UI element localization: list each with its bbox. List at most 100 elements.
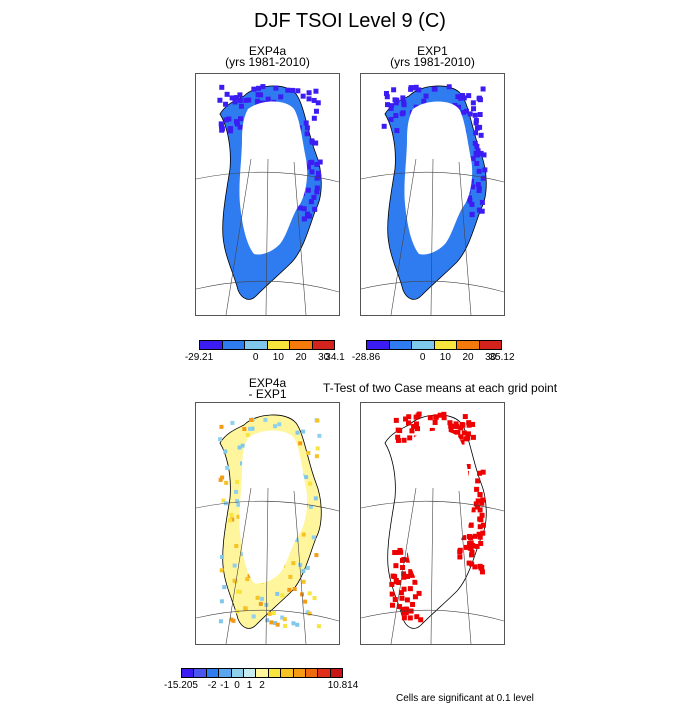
grid-cell (454, 423, 460, 429)
grid-cell (225, 465, 230, 470)
grid-cell (416, 87, 422, 93)
colorbar-label: 0 (252, 352, 259, 363)
grid-cell (392, 550, 398, 556)
grid-cell (401, 571, 407, 577)
grid-cell (245, 577, 250, 582)
colorbar-label: 1 (246, 680, 253, 691)
panel1-title-line1: EXP4a (248, 44, 287, 58)
grid-cell (393, 100, 399, 106)
grid-cell (303, 599, 308, 604)
grid-cell (475, 182, 481, 188)
grid-cell (307, 481, 312, 486)
grid-cell (390, 602, 396, 608)
map-panel-difference (195, 402, 340, 645)
colorbar-swatch (256, 669, 269, 677)
grid-cell (305, 565, 310, 570)
grid-cell (243, 606, 248, 611)
grid-cell (218, 619, 223, 624)
grid-cell (314, 161, 320, 167)
grid-cell (259, 596, 264, 601)
grid-cell (470, 184, 476, 190)
colorbar-swatch (457, 341, 480, 349)
grid-cell (242, 427, 247, 432)
grid-cell (314, 185, 320, 191)
grid-cell (473, 130, 479, 136)
grid-cell (298, 441, 303, 446)
grid-cell (397, 547, 403, 553)
colorbar-label: 0 (234, 680, 240, 691)
panel2-title-line2: (yrs 1981-2010) (390, 55, 475, 69)
grid-cell (311, 535, 316, 540)
grid-cell (467, 198, 473, 204)
grid-cell (470, 421, 476, 427)
grid-cell (240, 443, 245, 448)
graticule-line (361, 609, 504, 622)
grid-cell (309, 139, 315, 145)
grid-cell (389, 581, 395, 587)
grid-cell (258, 92, 264, 98)
colorbar-exp4a-labels: -29.21 0 10 20 30 34.1 (185, 352, 345, 364)
grid-cell (411, 423, 417, 429)
colorbar-swatch (412, 341, 435, 349)
grid-cell (306, 90, 312, 96)
grid-cell (463, 544, 469, 550)
grid-cell (282, 617, 287, 622)
panel3-title: EXP4a - EXP1 (195, 377, 340, 400)
grid-cell (447, 420, 453, 426)
grid-cell (295, 88, 301, 94)
colorbar-label: -2 (207, 680, 217, 691)
grid-cell (228, 518, 233, 523)
grid-cell (247, 574, 252, 579)
grid-cell (383, 90, 389, 96)
grid-cell (414, 614, 420, 620)
grid-cell (304, 125, 310, 131)
grid-cell (401, 606, 407, 612)
grid-cell (315, 446, 320, 451)
grid-cell (407, 586, 413, 592)
grid-cell (220, 475, 225, 480)
grid-cell (401, 102, 407, 108)
grid-cell (477, 95, 483, 101)
grid-cell (433, 414, 439, 420)
grid-cell (301, 532, 306, 537)
grid-cell (307, 611, 312, 616)
grid-cell (301, 429, 306, 434)
grid-cell (301, 579, 306, 584)
graticule-line (430, 487, 434, 644)
grid-cell (260, 84, 266, 90)
grid-cell (317, 433, 322, 438)
grid-cell (465, 464, 471, 470)
grid-cell (476, 531, 482, 537)
grid-cell (316, 624, 321, 629)
grid-cell (309, 169, 315, 175)
grid-cell (478, 517, 484, 523)
grid-cell (301, 216, 307, 222)
grid-cell (469, 552, 475, 558)
grid-cell (275, 591, 280, 596)
grid-cell (480, 175, 486, 181)
grid-cell (305, 213, 311, 219)
grid-cell (418, 617, 424, 623)
grid-cell (277, 422, 282, 427)
grid-cell (395, 437, 401, 443)
grid-cell (477, 492, 483, 498)
grid-cell (235, 479, 240, 484)
grid-cell (398, 590, 404, 596)
grid-cell (407, 435, 413, 441)
grid-cell (314, 175, 320, 181)
grid-cell (406, 557, 412, 563)
grid-cell (222, 585, 227, 590)
grid-cell (408, 85, 414, 91)
grid-cell (413, 414, 419, 420)
grid-cell (238, 103, 244, 109)
grid-cell (317, 159, 323, 165)
grid-cell (221, 498, 226, 503)
grid-cell (246, 97, 252, 103)
grid-cell (401, 615, 407, 621)
grid-cell (234, 543, 239, 548)
grid-cell (232, 99, 238, 105)
grid-cell (467, 535, 473, 541)
grid-cell (229, 617, 234, 622)
grid-cell (463, 436, 469, 442)
grid-cell (300, 93, 306, 99)
